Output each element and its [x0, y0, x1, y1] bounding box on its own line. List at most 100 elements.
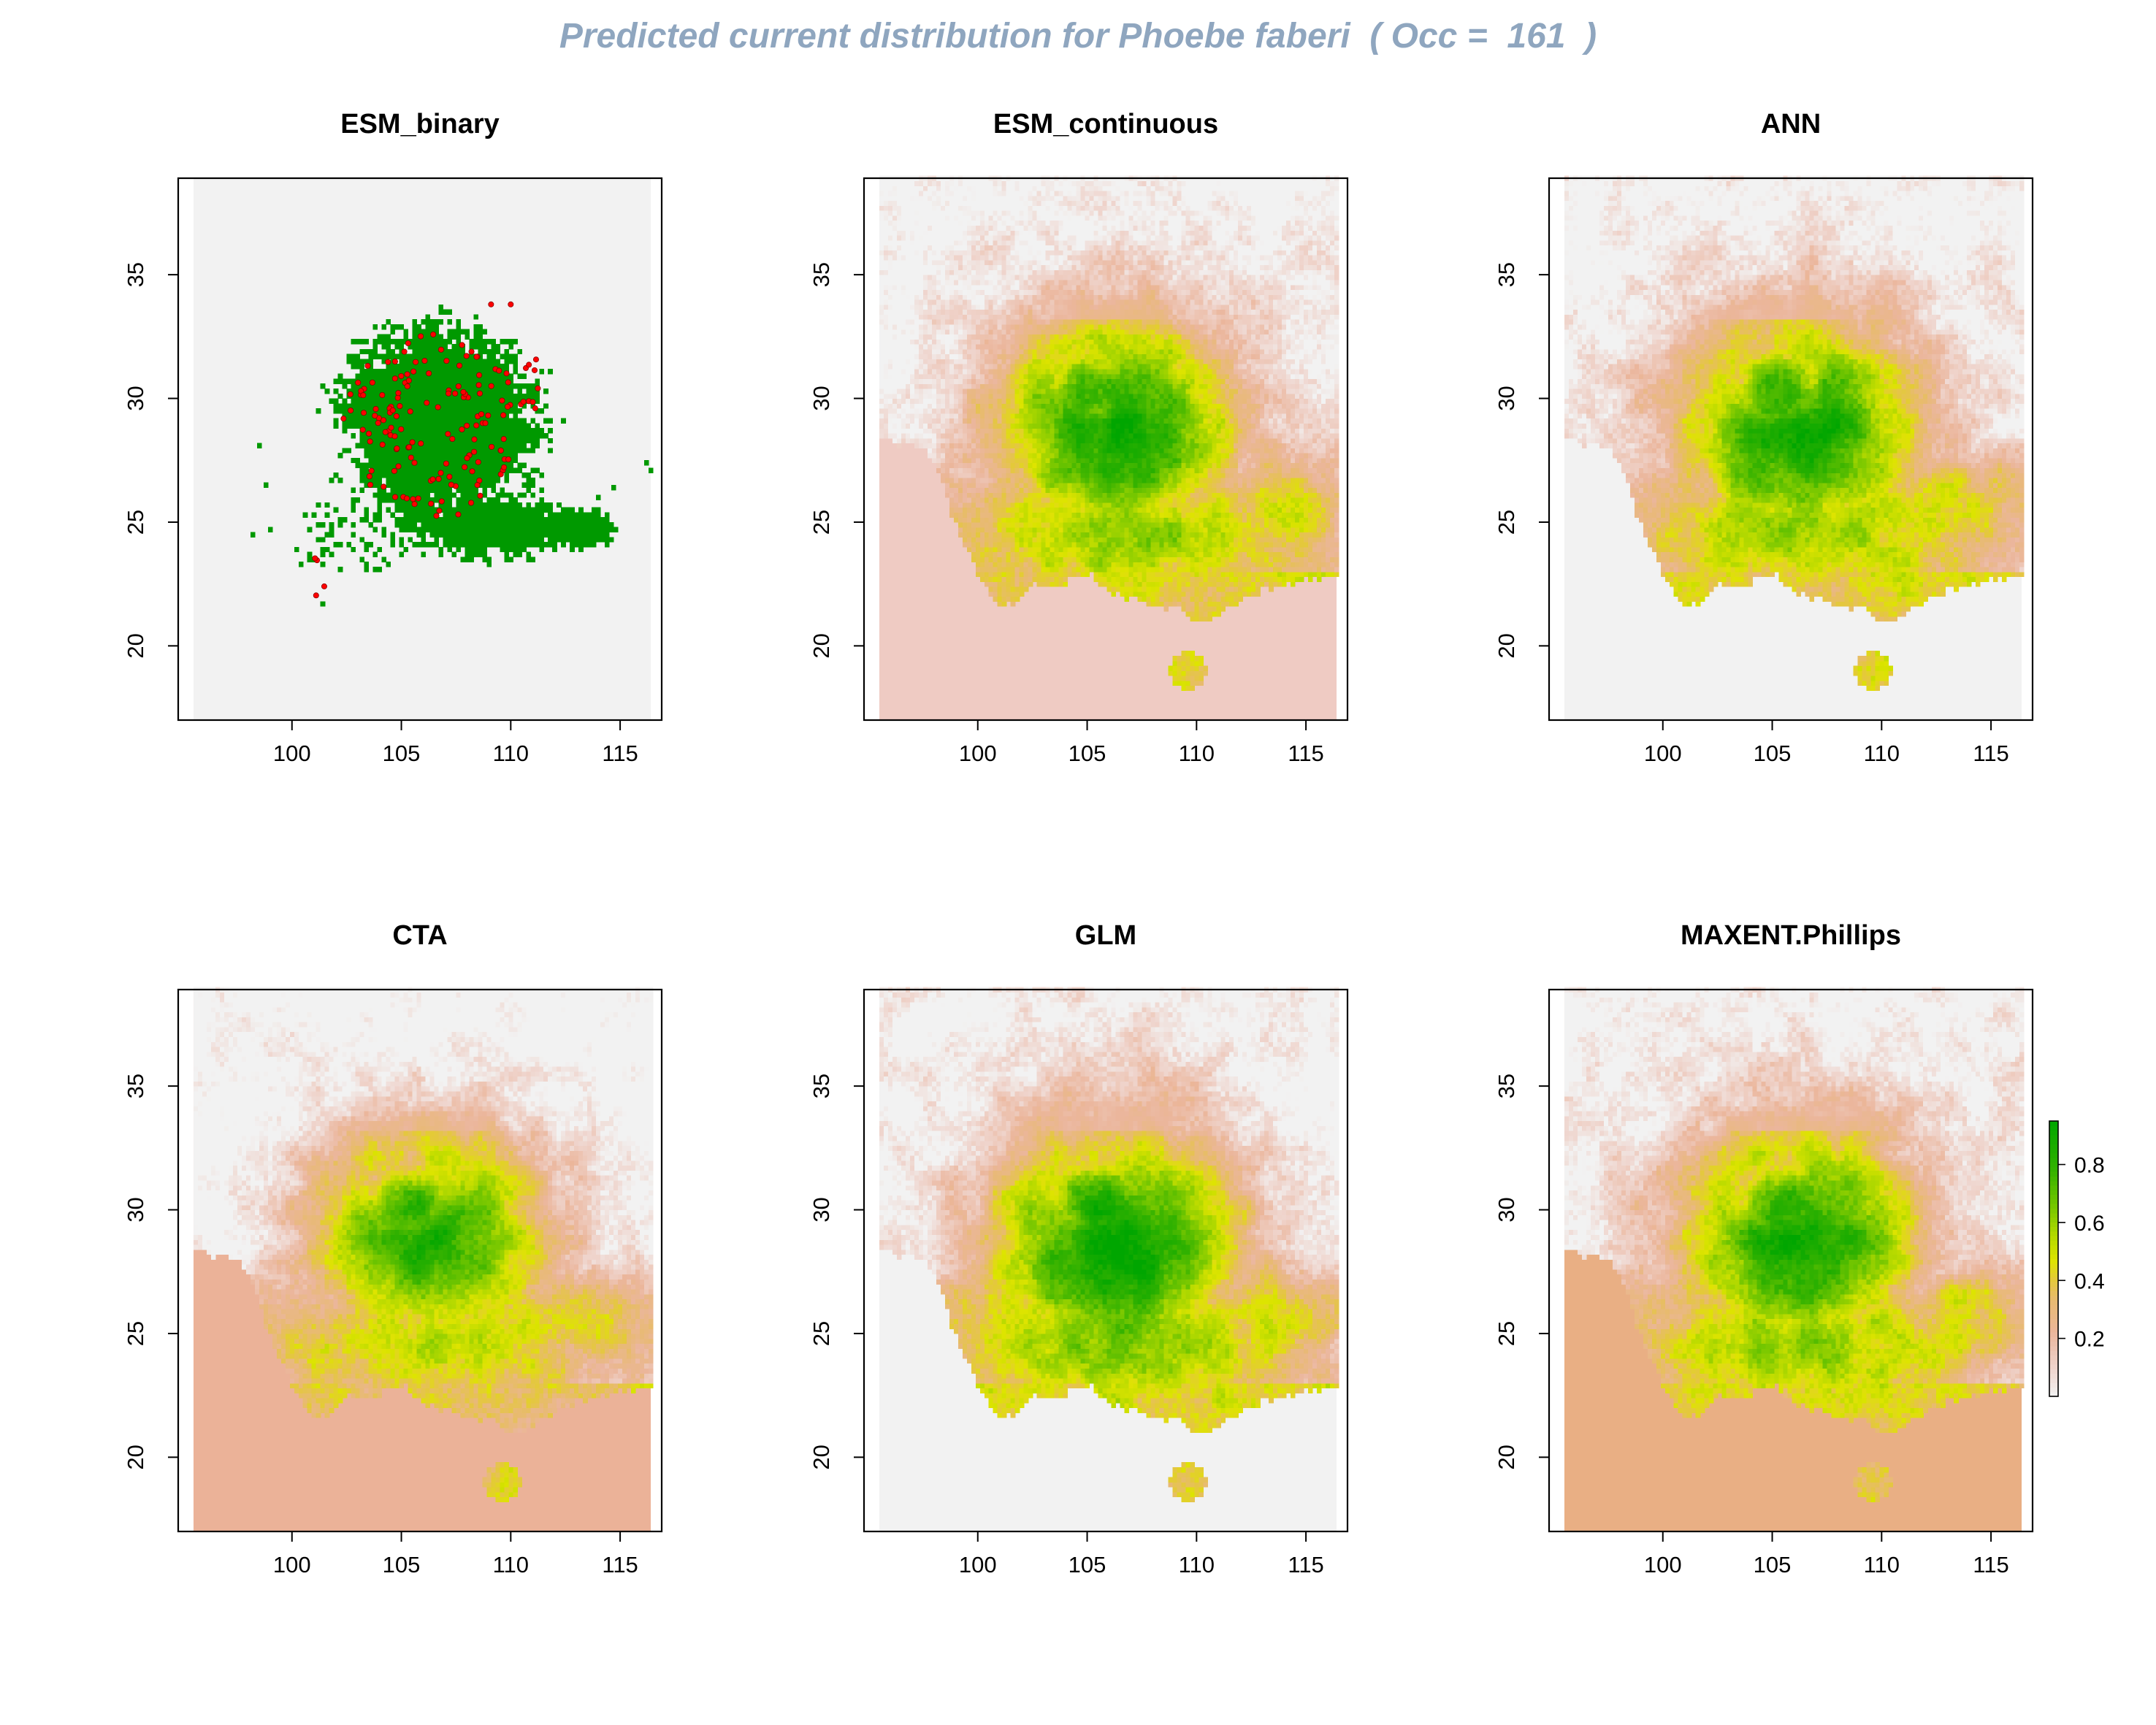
- occurrence-point: [476, 383, 481, 388]
- occurrence-point: [435, 405, 440, 410]
- occurrence-point: [444, 359, 449, 364]
- occurrence-point: [360, 427, 365, 432]
- panel-title: CTA: [392, 920, 447, 951]
- y-tick-label: 20: [808, 633, 834, 658]
- occurrence-point: [478, 412, 483, 417]
- occurrence-point: [456, 512, 461, 517]
- occurrence-point: [422, 358, 427, 363]
- panel-title: GLM: [1075, 920, 1136, 951]
- legend-color-step: [2049, 1222, 2058, 1227]
- occurrence-point: [341, 416, 346, 421]
- occurrence-point: [321, 584, 326, 589]
- occurrence-point: [434, 513, 439, 519]
- legend-color-step: [2049, 1378, 2058, 1383]
- legend-color-step: [2049, 1167, 2058, 1172]
- occurrence-point: [394, 445, 400, 451]
- occurrence-point: [405, 340, 410, 345]
- occurrence-point: [313, 556, 318, 561]
- occurrence-point: [459, 343, 465, 348]
- occurrence-point: [429, 501, 434, 506]
- occurrence-point: [472, 437, 477, 442]
- occurrence-point: [436, 476, 441, 481]
- legend-color-step: [2049, 1342, 2058, 1347]
- occurrence-point: [369, 468, 374, 473]
- legend-color-step: [2049, 1236, 2058, 1241]
- occurrence-point: [461, 389, 466, 394]
- occurrence-point: [498, 448, 503, 453]
- occurrence-point: [489, 444, 494, 449]
- occurrence-point: [348, 391, 353, 397]
- y-tick-label: 25: [123, 510, 148, 535]
- occurrence-point: [443, 461, 448, 466]
- legend-color-step: [2049, 1121, 2058, 1126]
- y-tick-label: 20: [123, 1445, 148, 1469]
- occurrence-point: [501, 464, 506, 470]
- occurrence-point: [489, 302, 494, 307]
- occurrence-point: [392, 359, 397, 364]
- occurrence-point: [411, 369, 416, 374]
- occurrence-point: [367, 439, 372, 444]
- legend-color-step: [2049, 1355, 2058, 1360]
- occurrence-point: [430, 477, 435, 482]
- x-tick-label: 100: [1644, 1552, 1682, 1577]
- occurrence-point: [365, 363, 370, 368]
- occurrence-point: [438, 347, 443, 352]
- occurrence-point: [533, 357, 538, 362]
- occurrence-point: [397, 403, 402, 408]
- occurrence-point: [402, 349, 407, 354]
- occurrence-point: [501, 413, 506, 418]
- legend-color-step: [2049, 1176, 2058, 1181]
- occurrence-point: [478, 493, 483, 498]
- legend-color-step: [2049, 1282, 2058, 1287]
- legend-color-step: [2049, 1328, 2058, 1333]
- occurrence-point: [406, 378, 411, 383]
- occurrence-point: [399, 373, 404, 378]
- legend-color-step: [2049, 1382, 2058, 1388]
- occurrence-point: [532, 367, 537, 372]
- x-tick-label: 110: [1864, 741, 1900, 766]
- color-legend: 0.20.40.60.8: [2049, 1121, 2105, 1397]
- occurrence-point: [438, 470, 443, 475]
- occurrence-point: [468, 500, 473, 505]
- x-tick-label: 105: [383, 741, 421, 766]
- legend-color-step: [2049, 1296, 2058, 1301]
- y-tick-label: 20: [1494, 633, 1519, 658]
- legend-color-step: [2049, 1309, 2058, 1315]
- y-tick-label: 30: [123, 386, 148, 410]
- x-tick-label: 110: [1864, 1552, 1900, 1577]
- legend-color-step: [2049, 1231, 2058, 1236]
- occurrence-point: [427, 371, 432, 376]
- legend-color-step: [2049, 1125, 2058, 1131]
- legend-color-step: [2049, 1144, 2058, 1149]
- x-tick-label: 115: [602, 1552, 638, 1577]
- occurrence-point: [497, 368, 502, 373]
- x-tick-label: 105: [383, 1552, 421, 1577]
- occurrence-point: [521, 399, 526, 405]
- legend-color-step: [2049, 1240, 2058, 1245]
- legend-color-step: [2049, 1199, 2058, 1204]
- occurrence-point: [474, 354, 479, 359]
- occurrence-point: [456, 363, 462, 368]
- occurrence-point: [380, 442, 385, 447]
- occurrence-point: [500, 398, 505, 403]
- x-tick-label: 115: [1973, 741, 2008, 766]
- legend-color-step: [2049, 1369, 2058, 1374]
- legend-color-step: [2049, 1185, 2058, 1190]
- occurrence-point: [476, 372, 481, 378]
- x-tick-label: 110: [493, 741, 529, 766]
- legend-color-step: [2049, 1245, 2058, 1250]
- occurrence-point: [396, 464, 401, 469]
- x-tick-label: 115: [1288, 1552, 1323, 1577]
- legend-color-step: [2049, 1204, 2058, 1209]
- x-tick-label: 115: [1288, 741, 1323, 766]
- legend-tick-label: 0.6: [2074, 1212, 2105, 1236]
- panel-title: ANN: [1761, 109, 1821, 139]
- occurrence-point: [405, 383, 410, 389]
- occurrence-point: [410, 497, 416, 502]
- occurrence-point: [348, 408, 353, 413]
- legend-tick-label: 0.2: [2074, 1328, 2105, 1352]
- occurrence-point: [448, 482, 454, 487]
- legend-color-step: [2049, 1300, 2058, 1305]
- occurrence-point: [447, 474, 452, 479]
